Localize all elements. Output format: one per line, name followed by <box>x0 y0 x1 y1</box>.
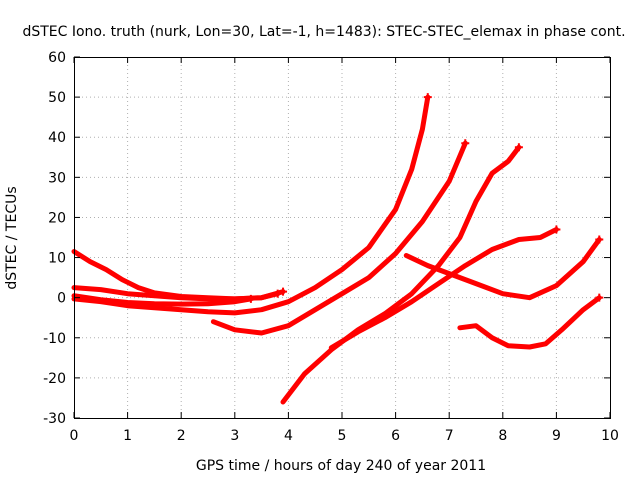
y-tick-label: 40 <box>48 130 66 146</box>
y-tick-label: 10 <box>48 251 66 267</box>
y-tick-label: 30 <box>48 170 66 186</box>
y-tick-label: 50 <box>48 90 66 106</box>
grid <box>74 57 610 418</box>
series-2-end-point <box>273 289 282 298</box>
x-tick-label: 9 <box>552 428 561 444</box>
y-tick-label: 20 <box>48 210 66 226</box>
chart-title: dSTEC Iono. truth (nurk, Lon=30, Lat=-1,… <box>22 24 625 40</box>
series-5-line <box>210 140 468 336</box>
ticks: 0 1 2 3 4 5 6 7 8 9 10 -30 -20 -10 0 10 20 30 40 50 60 <box>43 50 619 444</box>
x-tick-label: 10 <box>601 428 619 444</box>
x-tick-label: 8 <box>498 428 507 444</box>
series-7-line <box>328 227 559 351</box>
x-tick-label: 6 <box>391 428 400 444</box>
x-tick-label: 4 <box>284 428 293 444</box>
series-9-line <box>457 295 602 350</box>
y-tick-label: 0 <box>57 291 66 307</box>
series-6-end-point <box>514 143 523 152</box>
x-tick-label: 2 <box>177 428 186 444</box>
series-7-end-point <box>552 225 561 234</box>
y-tick-label: -20 <box>43 371 66 387</box>
series-layer <box>71 93 604 405</box>
series-9-end-point <box>595 293 604 302</box>
x-tick-label: 7 <box>445 428 454 444</box>
series-6-line <box>280 144 522 405</box>
series-5-end-point <box>461 139 470 148</box>
y-axis-label: dSTEC / TECUs <box>4 186 20 289</box>
x-tick-label: 5 <box>338 428 347 444</box>
x-tick-label: 3 <box>230 428 239 444</box>
x-tick-label: 1 <box>123 428 132 444</box>
x-tick-label: 0 <box>70 428 79 444</box>
series-4-line <box>71 94 431 316</box>
series-8-line <box>403 237 602 301</box>
series-3-end-point <box>246 294 255 303</box>
series-8-end-point <box>595 235 604 244</box>
series-4-end-point <box>423 93 432 102</box>
x-axis-label: GPS time / hours of day 240 of year 2011 <box>196 458 486 474</box>
y-tick-label: 60 <box>48 50 66 66</box>
y-tick-label: -10 <box>43 331 66 347</box>
series-1-end-point <box>279 287 288 296</box>
y-tick-label: -30 <box>43 411 66 427</box>
